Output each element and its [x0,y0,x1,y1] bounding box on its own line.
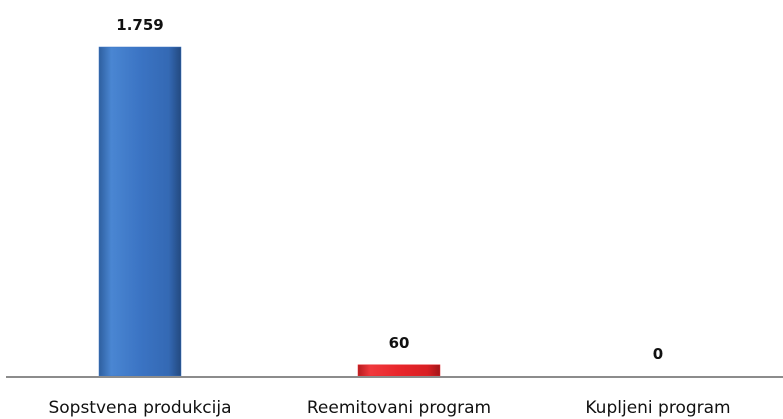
category-label-3: Kupljeni program [585,398,730,418]
labels-layer: 1.759 Sopstvena produkcija 60 Reemitovani p… [48,16,730,418]
category-label-1: Sopstvena produkcija [48,398,231,418]
bar-value-label-1: 1.759 [116,16,163,34]
category-label-2: Reemitovani program [307,398,491,418]
bar-1 [98,46,182,377]
bar-value-label-2: 60 [389,334,410,352]
bars-layer [98,46,441,377]
bar-value-label-3: 0 [653,345,663,363]
bar-2 [357,364,441,377]
